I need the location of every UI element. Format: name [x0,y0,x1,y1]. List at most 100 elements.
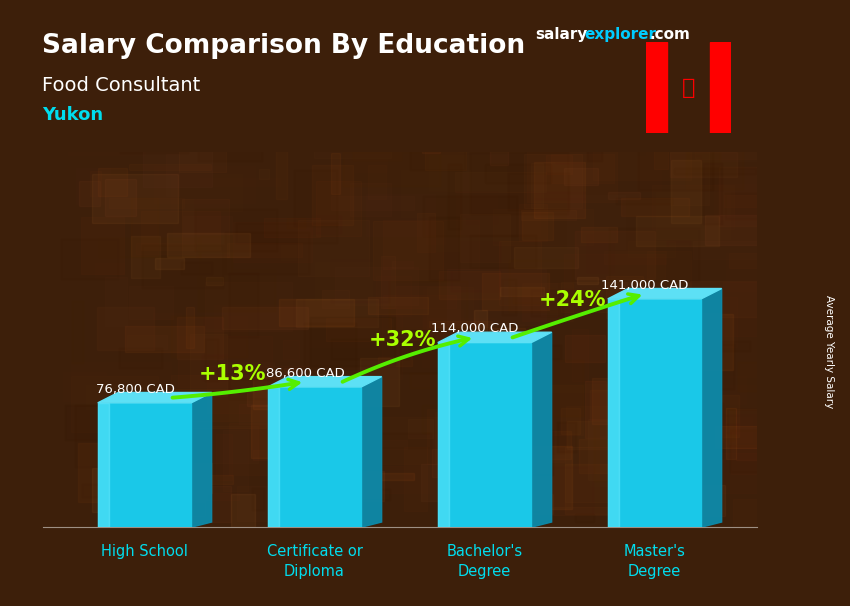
Bar [695,107,762,159]
Bar [649,130,728,141]
Bar [438,342,531,527]
Bar [198,270,275,311]
Bar [642,458,720,482]
Bar [170,485,230,522]
Bar [259,168,269,179]
Polygon shape [361,376,382,527]
Polygon shape [438,332,552,342]
Bar [365,235,387,267]
Bar [429,155,507,191]
Bar [94,262,124,279]
Bar [239,404,315,424]
Bar [700,302,745,308]
Bar [206,339,218,381]
Bar [509,278,586,310]
Bar [326,318,391,341]
Bar [344,433,431,448]
Bar [565,406,648,447]
Bar [482,446,572,510]
Bar [646,42,667,133]
Bar [349,183,391,216]
Bar [381,256,395,308]
Bar [733,499,759,527]
Bar [371,122,426,146]
Bar [434,330,524,356]
Bar [313,165,353,225]
Bar [564,168,598,185]
Bar [90,360,188,418]
Bar [498,431,571,459]
Bar [225,232,309,274]
Bar [537,466,592,507]
Bar [455,411,500,422]
Bar [71,301,82,364]
Bar [704,415,785,462]
Bar [273,371,358,428]
Bar [557,422,575,452]
Bar [156,258,184,269]
Bar [522,421,573,438]
Bar [86,385,144,409]
Bar [75,405,105,467]
Bar [354,117,401,161]
Bar [693,241,764,259]
Bar [530,384,626,392]
Bar [400,170,470,217]
Bar [137,448,167,468]
Bar [423,290,478,340]
Bar [105,276,128,326]
Bar [540,455,564,462]
Bar [292,386,336,427]
Bar [527,147,617,202]
Bar [508,173,569,210]
Bar [373,221,444,279]
Bar [573,268,648,286]
Bar [383,221,479,269]
Bar [344,132,387,171]
Bar [438,342,449,527]
Bar [214,305,299,361]
Bar [136,243,196,254]
Bar [429,321,492,327]
Bar [376,276,411,316]
Bar [326,426,424,479]
Bar [557,153,582,162]
Bar [433,264,492,295]
Bar [142,245,223,288]
Bar [276,145,287,199]
Bar [359,473,414,480]
Bar [410,373,473,388]
Bar [79,181,100,206]
Bar [136,463,212,493]
Bar [638,418,688,431]
Bar [670,424,765,433]
Text: Average Yearly Salary: Average Yearly Salary [824,295,834,408]
Bar [281,282,301,310]
Bar [105,179,136,216]
Bar [531,163,543,208]
Bar [143,139,212,187]
Bar [154,166,255,202]
Bar [540,507,636,515]
Bar [485,164,551,183]
Bar [181,262,212,273]
Bar [688,124,721,170]
Bar [192,426,258,462]
Text: salary: salary [536,27,588,42]
Polygon shape [531,332,552,527]
Bar [231,494,254,527]
Bar [236,222,337,243]
Bar [348,466,433,493]
Bar [608,299,701,527]
Bar [439,271,500,299]
Bar [632,473,689,493]
Bar [716,426,773,448]
Bar [524,154,582,207]
Bar [590,390,676,421]
Bar [99,238,199,257]
Bar [453,410,468,421]
Bar [294,170,337,227]
Bar [474,310,487,332]
Bar [396,286,460,341]
Bar [297,299,378,327]
